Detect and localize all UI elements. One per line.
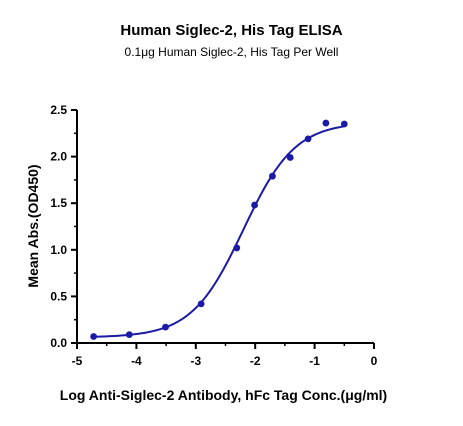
data-point — [162, 323, 169, 331]
data-point — [233, 244, 241, 252]
y-tick-label: 1.0 — [50, 243, 67, 257]
x-tick-label: -2 — [250, 354, 261, 368]
x-tick-label: -4 — [131, 354, 142, 368]
x-tick-label: 0 — [371, 354, 378, 368]
y-tick-label: 2.0 — [50, 150, 67, 164]
axes: -5 -4 -3 -2 -1 0 0.0 0.5 1.0 1.5 2.0 2.5 — [50, 103, 377, 368]
chart-title: Human Siglec-2, His Tag ELISA — [120, 22, 342, 39]
data-point — [340, 120, 348, 128]
data-point — [269, 172, 276, 180]
y-tick-label: 2.5 — [50, 103, 67, 117]
x-tick-label: -3 — [190, 354, 201, 368]
fit-curve — [93, 125, 345, 338]
data-point — [197, 300, 205, 308]
y-tick-label: 0.5 — [50, 289, 67, 303]
data-point — [251, 201, 259, 209]
data-point — [125, 331, 133, 339]
x-tick-label: -1 — [309, 354, 320, 368]
y-axis-title: Mean Abs.(OD450) — [25, 164, 41, 287]
y-tick-label: 0.0 — [50, 336, 67, 350]
x-tick-label: -5 — [72, 354, 83, 368]
y-tick-label: 1.5 — [50, 196, 67, 210]
chart-subtitle: 0.1μg Human Siglec-2, His Tag Per Well — [125, 45, 339, 59]
data-point — [322, 119, 330, 127]
x-axis-title: Log Anti-Siglec-2 Antibody, hFc Tag Conc… — [60, 387, 387, 403]
plot-area — [90, 119, 348, 340]
data-point — [286, 154, 294, 161]
data-point — [304, 135, 312, 143]
data-point — [90, 333, 98, 340]
